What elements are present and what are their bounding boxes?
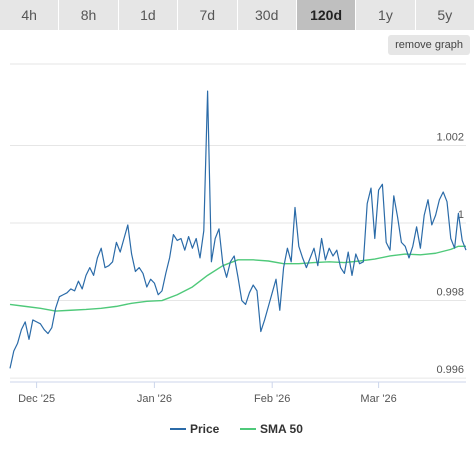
- range-button-5y[interactable]: 5y: [437, 7, 453, 23]
- legend-item-sma-50[interactable]: SMA 50: [240, 422, 303, 436]
- series-line-sma-50: [9, 245, 466, 312]
- legend-item-price[interactable]: Price: [170, 422, 220, 436]
- x-tick-label: Mar '26: [360, 393, 396, 405]
- x-axis-tick-labels: Dec '25 Jan '26 Feb '26 Mar '26: [18, 393, 397, 405]
- range-button-120d[interactable]: 120d: [296, 0, 357, 30]
- range-button-30d[interactable]: 30d: [238, 0, 297, 30]
- legend-label: SMA 50: [260, 422, 303, 436]
- y-tick-label: 1.002: [436, 131, 464, 143]
- y-tick-label: 1: [458, 209, 464, 221]
- legend: Price SMA 50: [170, 422, 303, 436]
- range-button-7d[interactable]: 7d: [178, 0, 238, 30]
- legend-label: Price: [190, 422, 220, 436]
- x-tick-label: Dec '25: [18, 393, 55, 405]
- series-lines: [9, 90, 467, 369]
- range-button-1d[interactable]: 1d: [119, 0, 179, 30]
- remove-graph-button[interactable]: remove graph: [388, 35, 470, 55]
- y-axis-tick-labels: 0.996 0.998 1 1.002: [436, 131, 464, 376]
- y-tick-label: 0.998: [436, 287, 464, 299]
- time-range-selector: 4h 8h 1d 7d 30d 120d 1y 5y: [0, 0, 474, 30]
- series-line-price: [9, 90, 467, 369]
- y-tick-label: 0.996: [436, 364, 464, 376]
- grid-lines: [10, 63, 466, 379]
- x-tick-label: Jan '26: [137, 393, 172, 405]
- range-button-4h[interactable]: 4h: [0, 0, 60, 30]
- x-axis: [10, 381, 466, 388]
- range-button-8h[interactable]: 8h: [59, 0, 119, 30]
- x-tick-label: Feb '26: [254, 393, 290, 405]
- range-button-1y[interactable]: 1y: [356, 0, 416, 30]
